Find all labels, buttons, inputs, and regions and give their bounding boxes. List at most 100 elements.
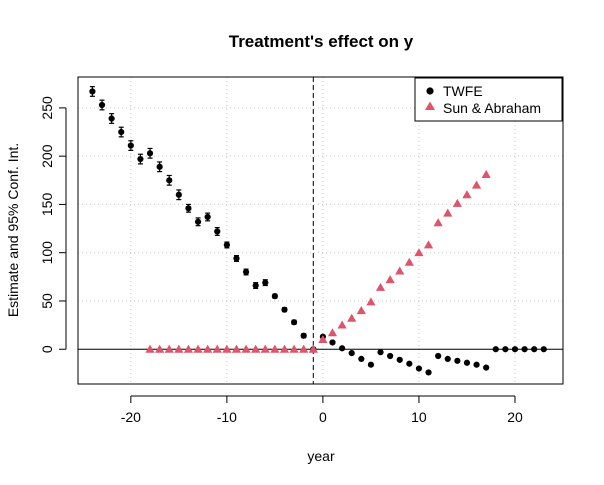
data-point	[118, 128, 125, 136]
data-point	[531, 346, 538, 353]
data-point	[471, 180, 482, 189]
data-point	[175, 191, 182, 198]
legend-box	[414, 77, 563, 122]
y-tick-label: 50	[39, 293, 55, 309]
data-point	[174, 344, 184, 353]
data-point	[204, 213, 211, 221]
data-point	[327, 328, 338, 337]
data-point	[540, 346, 547, 353]
data-point	[425, 369, 432, 376]
data-point	[222, 344, 232, 353]
data-point	[108, 115, 115, 122]
data-point	[281, 306, 288, 313]
data-point	[385, 275, 395, 284]
data-point	[367, 361, 375, 368]
data-point	[521, 346, 528, 353]
data-point	[89, 88, 96, 95]
y-tick-label: 100	[39, 241, 55, 265]
data-point	[212, 344, 222, 353]
data-point	[356, 306, 366, 315]
chart-title: Treatment's effect on y	[229, 32, 414, 51]
data-point	[194, 218, 202, 225]
x-axis-title: year	[307, 448, 335, 464]
data-point	[146, 150, 154, 157]
x-tick-label: -20	[121, 409, 141, 425]
legend-triangle-marker	[425, 101, 435, 110]
data-point	[358, 355, 365, 362]
data-point	[511, 346, 519, 353]
data-point	[98, 101, 106, 109]
data-point	[214, 228, 221, 235]
data-point	[271, 293, 278, 300]
data-point	[463, 359, 471, 366]
x-tick-label: 10	[411, 409, 427, 425]
data-point	[233, 255, 240, 262]
legend: TWFE Sun & Abraham	[414, 77, 563, 122]
y-tick-label: 150	[39, 193, 55, 217]
data-point	[377, 349, 384, 356]
data-point	[241, 344, 251, 353]
data-point	[452, 198, 462, 207]
data-point	[308, 344, 318, 353]
data-point	[387, 352, 394, 360]
data-point	[375, 282, 386, 291]
data-point	[443, 208, 453, 217]
data-point	[279, 344, 290, 353]
data-point	[185, 205, 192, 212]
data-point	[223, 241, 230, 249]
series-triangle	[145, 169, 491, 353]
data-point	[404, 257, 414, 266]
data-point	[299, 344, 309, 353]
data-point	[203, 344, 213, 353]
data-point	[270, 344, 280, 353]
data-point	[396, 356, 403, 363]
y-tick-label: 200	[39, 144, 55, 168]
data-point	[462, 190, 472, 199]
data-point	[481, 169, 491, 178]
x-tick-label: -10	[217, 409, 237, 425]
data-point	[337, 320, 347, 329]
data-point	[251, 344, 261, 353]
data-point	[433, 218, 443, 227]
series-layer	[89, 86, 547, 376]
data-point	[423, 240, 434, 249]
data-point	[414, 248, 424, 257]
legend-circle-marker	[426, 87, 434, 95]
data-point	[242, 268, 250, 276]
data-point	[300, 332, 307, 339]
data-point	[166, 177, 173, 184]
data-point	[156, 163, 163, 170]
data-point	[262, 279, 269, 286]
y-tick-label: 0	[39, 345, 55, 353]
data-point	[366, 297, 376, 306]
data-point	[492, 346, 499, 353]
x-tick-label: 20	[507, 409, 523, 425]
data-point	[348, 350, 355, 357]
data-point	[231, 344, 242, 353]
y-axis-title: Estimate and 95% Conf. Int.	[5, 143, 21, 317]
data-point	[155, 344, 165, 353]
data-point	[145, 344, 155, 353]
data-point	[127, 142, 134, 149]
data-point	[290, 319, 298, 326]
data-point	[252, 282, 259, 289]
data-point	[164, 344, 174, 353]
data-point	[329, 339, 336, 346]
data-point	[435, 352, 442, 360]
data-point	[444, 355, 451, 362]
x-tick-label: 0	[319, 409, 327, 425]
y-tick-label: 250	[39, 96, 55, 120]
data-point	[473, 361, 480, 368]
data-point	[260, 344, 270, 353]
data-point	[415, 365, 423, 372]
data-point	[347, 313, 357, 322]
data-point	[137, 155, 144, 163]
series-circle	[89, 86, 547, 376]
data-point	[395, 266, 405, 275]
data-point	[318, 334, 328, 344]
plot-frame	[77, 76, 564, 385]
data-point	[406, 360, 413, 367]
data-point	[483, 364, 490, 371]
